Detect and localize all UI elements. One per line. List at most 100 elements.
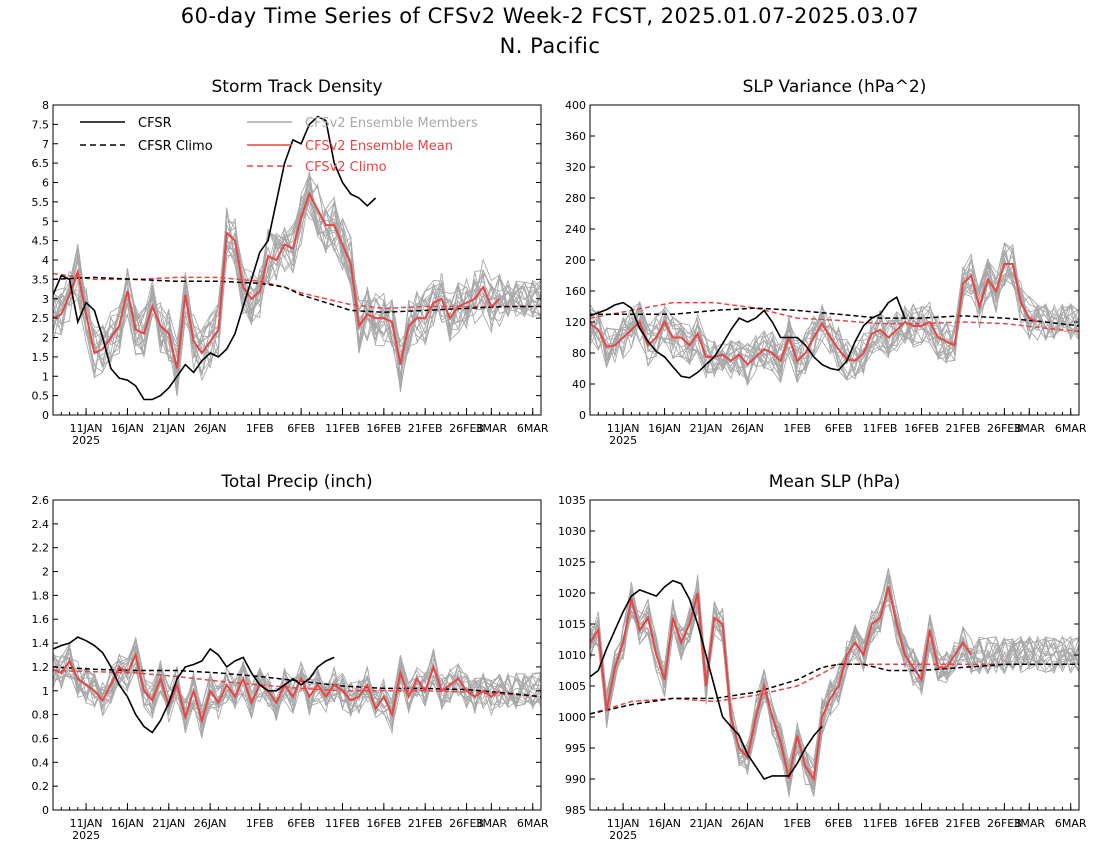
y-tick-label: 2 <box>42 566 49 579</box>
cfsr-climo-line <box>53 276 541 314</box>
x-tick-label: 3MAR <box>1013 422 1045 435</box>
x-tick-label: 6MAR <box>1055 817 1087 830</box>
x-tick-label: 11JAN <box>607 422 640 435</box>
y-tick-label: 1020 <box>558 587 586 600</box>
y-tick-label: 995 <box>565 742 586 755</box>
plot-area <box>53 115 541 401</box>
y-tick-label: 5 <box>42 215 49 228</box>
x-tick-year-label: 2025 <box>72 434 100 447</box>
panel-2: SLP Variance (hPa^2) 0 40 80 120 160 200 240 280… <box>565 77 1087 447</box>
x-tick-label: 11JAN <box>607 817 640 830</box>
ensemble-member-line <box>590 268 1079 386</box>
y-tick-label: 400 <box>565 99 586 112</box>
cfsr-line <box>590 295 906 379</box>
y-tick-label: 1010 <box>558 649 586 662</box>
x-tick-label: 3MAR <box>476 817 508 830</box>
y-tick-label: 5.5 <box>32 196 50 209</box>
x-tick-label: 6FEB <box>825 422 853 435</box>
legend-cfsr-label: CFSR <box>138 116 172 131</box>
ensemble-member-line <box>53 189 541 364</box>
cfsv2-climo-line <box>53 669 541 698</box>
x-tick-label: 21JAN <box>152 817 185 830</box>
x-tick-label: 26JAN <box>194 817 227 830</box>
cfsr-line <box>53 636 335 734</box>
y-tick-label: 0 <box>42 804 49 817</box>
x-tick-label: 21JAN <box>690 422 723 435</box>
y-tick-label: 0.6 <box>32 732 50 745</box>
y-tick-label: 8 <box>42 99 49 112</box>
y-tick-label: 1005 <box>558 680 586 693</box>
chart-title: 60-day Time Series of CFSv2 Week-2 FCST,… <box>180 4 920 28</box>
panel-title: SLP Variance (hPa^2) <box>743 77 927 97</box>
panel-title: Total Precip (inch) <box>220 472 372 492</box>
ensemble-member-line <box>53 192 541 364</box>
x-tick-label: 26FEB <box>449 422 484 435</box>
y-tick-label: 0 <box>42 409 49 422</box>
ensemble-member-line <box>53 198 541 396</box>
y-tick-label: 0.8 <box>32 709 50 722</box>
legend-ensemble-mean-label: CFSv2 Ensemble Mean <box>305 139 453 154</box>
y-tick-label: 1015 <box>558 618 586 631</box>
y-tick-label: 120 <box>565 316 586 329</box>
cfsr-line <box>53 115 377 401</box>
y-tick-label: 1035 <box>558 494 586 507</box>
x-tick-label: 21FEB <box>946 817 981 830</box>
x-tick-label: 6MAR <box>517 422 549 435</box>
panel-title: Storm Track Density <box>211 77 382 97</box>
y-tick-label: 985 <box>565 804 586 817</box>
x-tick-label: 16JAN <box>648 422 681 435</box>
y-tick-label: 280 <box>565 192 586 205</box>
plot-area <box>590 568 1079 798</box>
y-tick-label: 0.4 <box>32 756 50 769</box>
panel-1: Storm Track Density 0 0.5 1 1.5 2 2.5 3 3.5 4 4.5 5… <box>32 77 549 447</box>
x-tick-label: 11FEB <box>863 817 898 830</box>
y-tick-label: 7.5 <box>32 118 50 131</box>
y-tick-label: 200 <box>565 254 586 267</box>
ensemble-member-line <box>53 197 541 393</box>
ensemble-mean-line <box>590 262 1039 367</box>
y-tick-label: 1.8 <box>32 589 50 602</box>
cfsv2-climo-line <box>590 663 1079 715</box>
y-tick-label: 2.2 <box>32 542 50 555</box>
plot-frame <box>52 104 542 416</box>
y-tick-label: 240 <box>565 223 586 236</box>
cfsr-climo-line <box>590 663 1079 715</box>
x-tick-label: 16JAN <box>111 422 144 435</box>
y-tick-label: 360 <box>565 130 586 143</box>
x-tick-label: 21FEB <box>408 422 443 435</box>
x-tick-label: 1FEB <box>783 422 811 435</box>
x-tick-label: 11JAN <box>70 422 103 435</box>
y-tick-label: 1.5 <box>32 351 50 364</box>
plot-frame <box>52 499 542 811</box>
ensemble-member-line <box>590 252 1079 386</box>
y-tick-label: 1.4 <box>32 637 50 650</box>
y-tick-label: 0.2 <box>32 780 50 793</box>
y-tick-label: 80 <box>572 347 586 360</box>
ensemble-member-line <box>590 581 1079 797</box>
x-tick-label: 16JAN <box>648 817 681 830</box>
x-tick-label: 16JAN <box>111 817 144 830</box>
y-tick-label: 7 <box>42 138 49 151</box>
y-tick-label: 6.5 <box>32 157 50 170</box>
ensemble-member-line <box>590 252 1079 381</box>
y-tick-label: 1 <box>42 685 49 698</box>
x-tick-year-label: 2025 <box>72 829 100 842</box>
plot-area <box>53 636 541 739</box>
x-tick-label: 16FEB <box>904 422 939 435</box>
x-tick-label: 11FEB <box>325 422 360 435</box>
x-tick-label: 26JAN <box>731 422 764 435</box>
x-tick-label: 21FEB <box>946 422 981 435</box>
x-tick-label: 16FEB <box>904 817 939 830</box>
cfsv2-climo-line <box>53 272 541 310</box>
x-tick-label: 26FEB <box>987 422 1022 435</box>
cfsv2-climo-line <box>590 301 1079 333</box>
y-tick-label: 1000 <box>558 711 586 724</box>
panel-title: Mean SLP (hPa) <box>769 472 901 492</box>
panel-3: Total Precip (inch) 0 0.2 0.4 0.6 0.8 1 1.2 1.4 1… <box>32 472 549 842</box>
x-tick-label: 6MAR <box>1055 422 1087 435</box>
x-tick-label: 26JAN <box>194 422 227 435</box>
x-tick-label: 16FEB <box>366 817 401 830</box>
x-tick-label: 1FEB <box>783 817 811 830</box>
y-tick-label: 1030 <box>558 525 586 538</box>
